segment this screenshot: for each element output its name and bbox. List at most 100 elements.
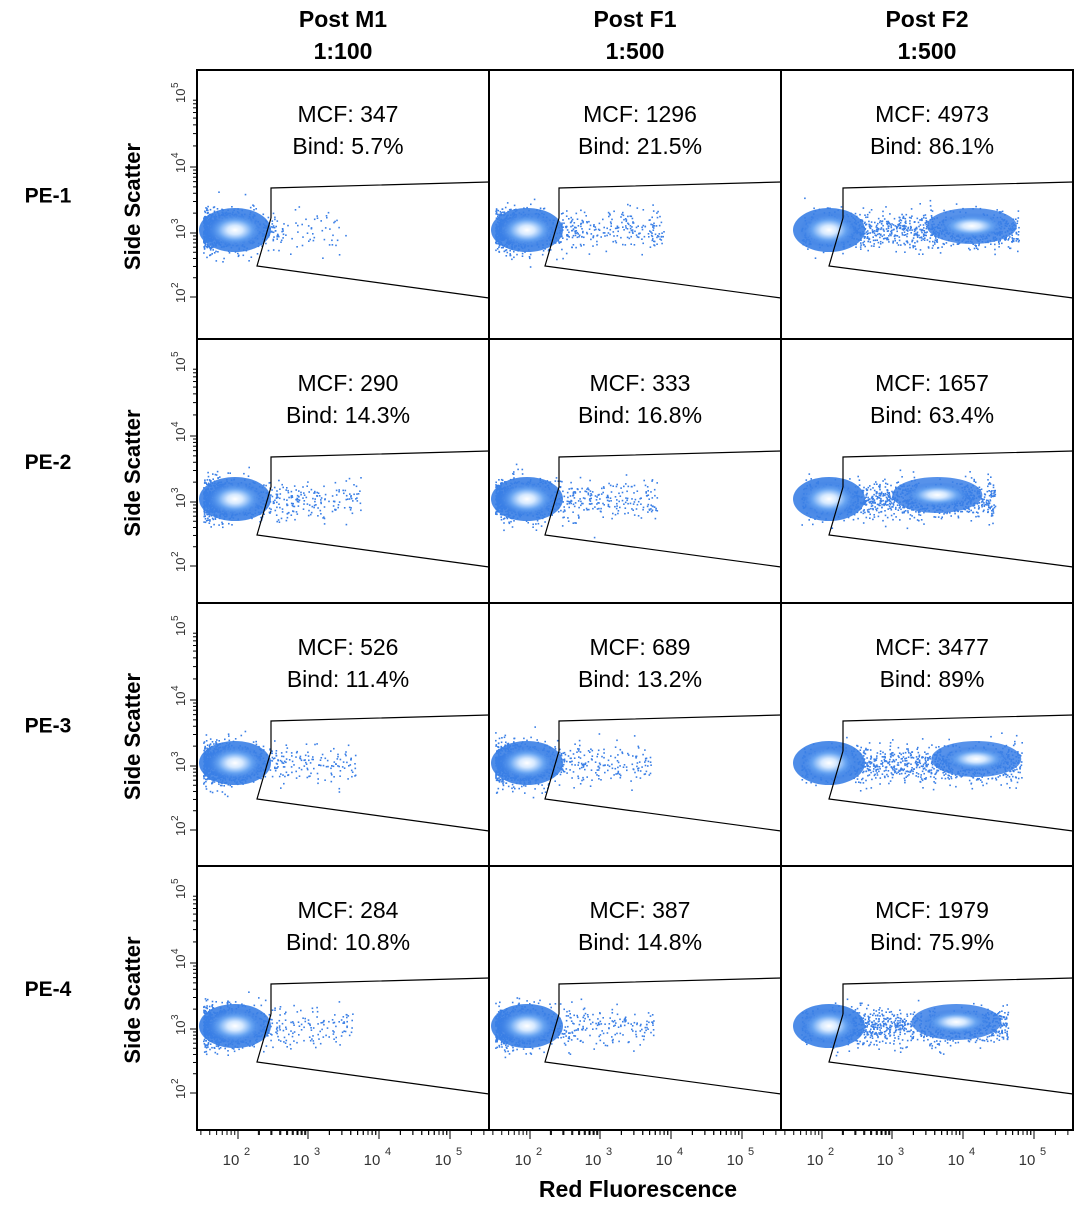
data-point (592, 235, 595, 237)
data-point (333, 500, 336, 503)
data-point (360, 477, 362, 479)
data-point (287, 489, 289, 492)
data-point (530, 203, 532, 206)
data-point (335, 489, 338, 492)
data-point (863, 222, 866, 225)
data-point (204, 242, 206, 244)
column-dilution: 1:100 (314, 38, 373, 64)
data-point (624, 218, 627, 220)
data-point (893, 217, 896, 220)
data-point (911, 239, 914, 242)
data-point (310, 227, 313, 229)
data-point (588, 508, 590, 511)
data-point (937, 247, 939, 249)
data-point (568, 236, 570, 238)
data-point (593, 225, 595, 228)
data-point (350, 497, 353, 500)
data-point (620, 487, 622, 489)
data-point (203, 247, 206, 249)
data-point (925, 231, 927, 234)
data-point (602, 491, 604, 494)
data-point (625, 220, 628, 223)
data-point (243, 472, 245, 475)
data-point (292, 505, 295, 508)
data-point (260, 516, 262, 519)
data-point (624, 244, 627, 246)
data-point (653, 240, 655, 243)
data-point (882, 215, 884, 217)
data-point (1018, 239, 1020, 242)
data-point (229, 472, 231, 474)
data-point (213, 210, 216, 213)
data-point (903, 242, 905, 245)
data-point (917, 221, 920, 224)
data-point (568, 218, 570, 220)
data-point (968, 247, 970, 250)
data-point (272, 500, 275, 503)
data-point (314, 500, 316, 503)
data-point (862, 207, 865, 209)
data-point (863, 235, 865, 238)
data-point (888, 241, 890, 243)
data-point (589, 479, 591, 482)
data-point (576, 218, 579, 220)
data-point (978, 243, 980, 245)
data-point (499, 513, 502, 516)
data-point (204, 515, 206, 517)
data-point (912, 245, 914, 247)
data-point (871, 229, 874, 231)
data-point (642, 242, 644, 245)
data-point (521, 252, 524, 255)
data-point (323, 485, 325, 488)
data-point (271, 223, 274, 225)
data-point (925, 222, 927, 224)
data-point (320, 502, 322, 505)
data-point (276, 233, 279, 236)
data-point (631, 217, 634, 220)
data-point (897, 244, 900, 246)
data-point (637, 236, 640, 239)
data-point (222, 523, 224, 525)
row-label: PE-1 (25, 185, 72, 208)
data-point (994, 243, 996, 246)
data-point (906, 233, 909, 235)
data-point (862, 242, 864, 244)
data-point (1012, 239, 1014, 242)
data-point (274, 509, 277, 512)
data-point (929, 199, 932, 202)
data-point (298, 499, 301, 501)
data-point (922, 235, 925, 238)
data-point (286, 516, 289, 519)
data-point (604, 235, 606, 237)
data-point (658, 224, 661, 227)
data-point (203, 252, 205, 254)
data-point (898, 227, 901, 229)
data-point (574, 234, 577, 237)
data-point (571, 236, 574, 239)
data-point (973, 247, 976, 250)
data-point (909, 220, 911, 222)
data-point (215, 474, 218, 476)
data-point (502, 518, 505, 520)
data-point (580, 209, 582, 212)
data-point (331, 244, 334, 246)
data-point (500, 246, 503, 249)
data-point (515, 463, 518, 466)
bind-label: Bind: 5.7% (292, 133, 403, 159)
data-point (625, 219, 628, 221)
row-label: PE-3 (25, 715, 72, 738)
data-point (509, 254, 511, 257)
panel-frame (488, 338, 782, 604)
data-point (646, 505, 649, 508)
data-point (278, 479, 280, 482)
data-point (1001, 242, 1003, 245)
data-point (854, 212, 857, 215)
data-point (590, 233, 593, 235)
data-point (900, 219, 903, 222)
data-point (883, 230, 885, 232)
data-point (909, 229, 911, 231)
data-point (630, 235, 632, 238)
data-point (306, 232, 309, 234)
data-point (894, 237, 896, 240)
data-point (919, 228, 921, 231)
